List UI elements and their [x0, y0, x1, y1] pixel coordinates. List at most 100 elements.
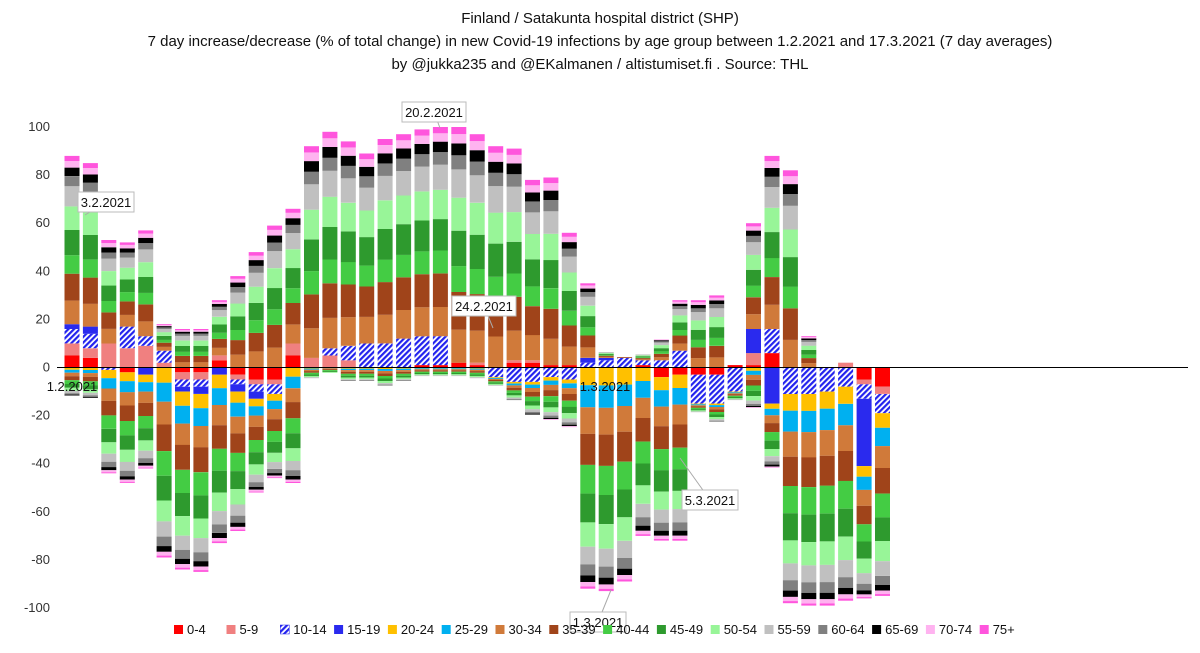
bar-segment-45-49	[746, 269, 761, 286]
bar-segment-70-74	[193, 566, 209, 571]
bar-segment-60-64	[101, 252, 117, 259]
bar-segment-45-49	[101, 285, 117, 301]
bar-segment-65-69	[561, 242, 577, 249]
bar-segment-10-14	[690, 374, 706, 404]
bar-segment-55-59	[617, 540, 633, 558]
bar-segment-0-4	[64, 355, 80, 368]
bar-segment-50-54	[488, 383, 504, 385]
bar-segment-50-54	[414, 191, 430, 221]
annotation-label: 3.2.2021	[81, 195, 132, 210]
bar-segment-55-59	[451, 375, 467, 377]
legend-item: 15-19	[334, 622, 380, 637]
bar-segment-75plus	[782, 170, 798, 177]
bar-segment-35-39	[377, 373, 393, 376]
bar-segment-30-34	[359, 316, 375, 344]
bar-segment-70-74	[101, 470, 117, 473]
bar-segment-15-19	[175, 386, 190, 392]
bar-segment-50-54	[304, 375, 319, 378]
bar-segment-20-24	[764, 403, 780, 409]
bar-segment-60-64	[819, 582, 835, 593]
bar-segment-70-74	[451, 134, 467, 144]
bar-segment-5-9	[119, 348, 135, 368]
bar-segment-70-74	[469, 141, 485, 151]
bar-segment-50-54	[230, 303, 246, 317]
bar-segment-30-34	[267, 409, 283, 420]
bar-segment-50-54	[175, 516, 190, 536]
bar-segment-50-54	[561, 413, 577, 419]
bar-segment-45-49	[801, 514, 817, 543]
bar-segment-45-49	[525, 259, 540, 287]
bar-segment-0-4	[635, 365, 651, 368]
bar-segment-10-14	[838, 367, 854, 387]
bar-segment-70-74	[819, 599, 835, 604]
bar-segment-30-34	[727, 393, 743, 395]
legend-label: 75+	[993, 622, 1015, 637]
bar-segment-5-9	[230, 374, 246, 380]
legend-swatch	[710, 625, 720, 634]
legend-label: 15-19	[347, 622, 380, 637]
bar-segment-20-24	[819, 391, 835, 409]
bar-segment-70-74	[267, 229, 283, 236]
bar-segment-45-49	[359, 375, 375, 378]
bar-segment-55-59	[525, 212, 540, 234]
bar-segment-35-39	[617, 357, 633, 358]
bar-segment-70-74	[82, 168, 98, 175]
bar-segment-40-44	[175, 469, 190, 493]
bar-segment-30-34	[248, 351, 264, 368]
bar-segment-65-69	[801, 592, 817, 600]
bar-segment-10-14	[138, 336, 154, 346]
bar-segment-45-49	[119, 435, 135, 450]
bar-segment-40-44	[432, 371, 448, 373]
bar-segment-40-44	[230, 330, 246, 341]
bar-segment-70-74	[119, 245, 135, 249]
bar-segment-45-49	[653, 470, 669, 492]
bar-segment-40-44	[211, 448, 227, 471]
bar-segment-50-54	[690, 410, 706, 412]
bar-segment-40-44	[359, 265, 375, 287]
bar-segment-75plus	[580, 586, 596, 589]
bar-segment-25-29	[469, 368, 485, 370]
legend-label: 40-44	[616, 622, 649, 637]
bar-segment-40-44	[782, 486, 798, 514]
bar-segment-40-44	[506, 390, 522, 393]
bar-segment-75plus	[175, 329, 190, 331]
bar-segment-70-74	[543, 419, 559, 420]
bar-segment-70-74	[506, 155, 522, 164]
bar-segment-35-39	[432, 273, 448, 307]
bar-segment-15-19	[82, 326, 98, 334]
bar-segment-35-39	[267, 324, 283, 348]
bar-segment-25-29	[819, 408, 835, 431]
bar-segment-35-39	[285, 303, 301, 325]
bar-segment-45-49	[340, 375, 356, 378]
bar-segment-40-44	[525, 286, 540, 307]
bar-segment-30-34	[119, 392, 135, 406]
bar-segment-65-69	[119, 476, 135, 480]
bar-segment-30-34	[248, 415, 264, 427]
bar-segment-35-39	[690, 406, 706, 408]
bar-segment-50-54	[211, 316, 227, 325]
bar-segment-60-64	[506, 399, 522, 401]
bar-segment-5-9	[506, 360, 522, 363]
bar-segment-20-24	[377, 367, 393, 369]
bar-segment-45-49	[248, 452, 264, 465]
bar-segment-55-59	[119, 461, 135, 471]
bar-segment-60-64	[82, 182, 98, 193]
bar-segment-10-14	[396, 338, 412, 368]
bar-segment-75plus	[119, 242, 135, 245]
bar-segment-40-44	[322, 370, 338, 371]
bar-segment-70-74	[580, 582, 596, 587]
bar-segment-40-44	[598, 465, 614, 495]
bar-segment-75plus	[543, 177, 559, 184]
bar-segment-65-69	[672, 303, 688, 307]
bar-segment-55-59	[653, 509, 669, 523]
bar-segment-55-59	[488, 384, 504, 386]
bar-segment-70-74	[156, 551, 172, 556]
bar-segment-5-9	[82, 348, 98, 358]
bar-segment-70-74	[561, 426, 577, 428]
legend-swatch	[603, 625, 613, 634]
bar-segment-35-39	[175, 444, 190, 470]
bar-segment-10-14	[322, 348, 338, 356]
bar-segment-70-74	[248, 489, 264, 492]
bar-segment-45-49	[414, 373, 430, 375]
bar-segment-45-49	[782, 257, 798, 287]
